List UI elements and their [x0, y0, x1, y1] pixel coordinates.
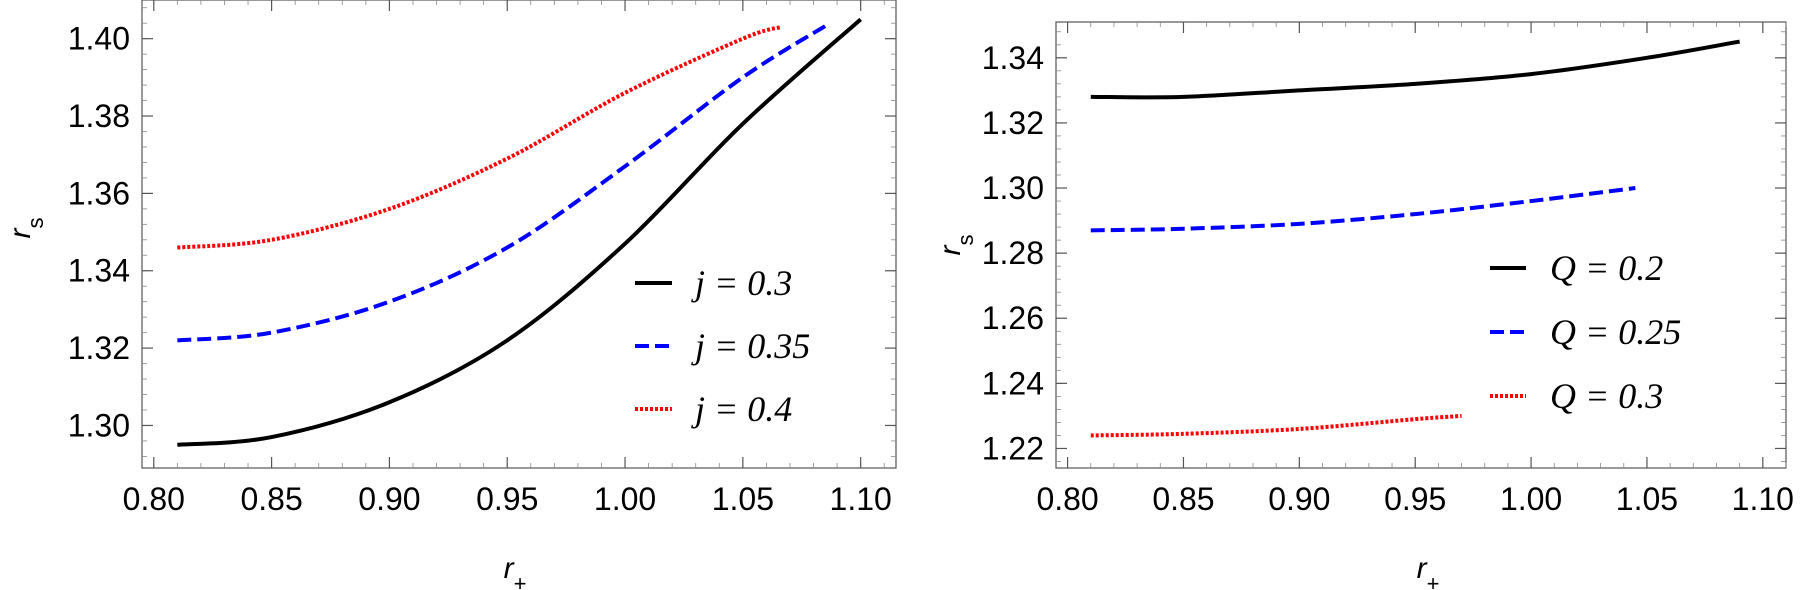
series-line-1: [1090, 39, 1740, 100]
y-tick-label: 1.32: [982, 105, 1044, 141]
x-tick-label: 1.05: [712, 481, 774, 517]
x-tick-label: 0.90: [358, 481, 420, 517]
minor-ticks: [1056, 22, 1787, 468]
legend-label-2: Q = 0.25: [1550, 312, 1681, 352]
y-tick-label: 1.32: [68, 330, 130, 366]
y-tick-label: 1.22: [982, 430, 1044, 466]
x-tick-label: 0.95: [1384, 481, 1446, 517]
y-axis-label: rs: [934, 235, 978, 256]
legend-label-3: j = 0.4: [691, 389, 792, 429]
y-tick-label: 1.38: [68, 98, 130, 134]
x-tick-label: 0.85: [240, 481, 302, 517]
y-tick-label: 1.36: [68, 175, 130, 211]
x-tick-label: 1.10: [1732, 481, 1794, 517]
series-line-1: [177, 17, 862, 447]
x-tick-label: 0.85: [1152, 481, 1214, 517]
y-tick-label: 1.30: [982, 170, 1044, 206]
x-tick-label: 1.00: [594, 481, 656, 517]
x-tick-label: 1.00: [1500, 481, 1562, 517]
y-tick-label: 1.34: [68, 253, 130, 289]
series-line-2: [177, 21, 832, 343]
legend-label-1: j = 0.3: [691, 263, 792, 303]
x-tick-label: 0.80: [1036, 481, 1098, 517]
y-tick-label: 1.40: [68, 21, 130, 57]
y-tick-label: 1.34: [982, 40, 1044, 76]
x-tick-label: 0.80: [123, 481, 185, 517]
x-axis-label: r+: [504, 552, 527, 590]
plot-frame: [1055, 21, 1787, 469]
x-tick-label: 1.05: [1616, 481, 1678, 517]
legend-label-1: Q = 0.2: [1550, 248, 1663, 288]
x-tick-label: 1.10: [830, 481, 892, 517]
x-tick-label: 0.95: [476, 481, 538, 517]
plot-frame: [141, 0, 897, 469]
chart-2: 0.80 0.85 0.90 0.95 1.00 1.05 1.10 1.22 1.24 1.26…: [934, 21, 1794, 590]
legend-label-3: Q = 0.3: [1550, 376, 1663, 416]
y-tick-label: 1.26: [982, 300, 1044, 336]
chart-1: 0.80 0.85 0.90 0.95 1.00 1.05 1.10 1.30 1.32 1.34…: [4, 0, 897, 590]
y-tick-label: 1.30: [68, 407, 130, 443]
x-tick-label: 0.90: [1268, 481, 1330, 517]
y-axis-label: rs: [4, 218, 48, 239]
y-tick-label: 1.24: [982, 365, 1044, 401]
series-line-3: [1090, 413, 1462, 438]
series-line-3: [177, 25, 782, 250]
series-line-2: [1090, 186, 1636, 233]
legend-label-2: j = 0.35: [691, 326, 810, 366]
y-tick-label: 1.28: [982, 235, 1044, 271]
x-axis-label: r+: [1417, 552, 1440, 590]
